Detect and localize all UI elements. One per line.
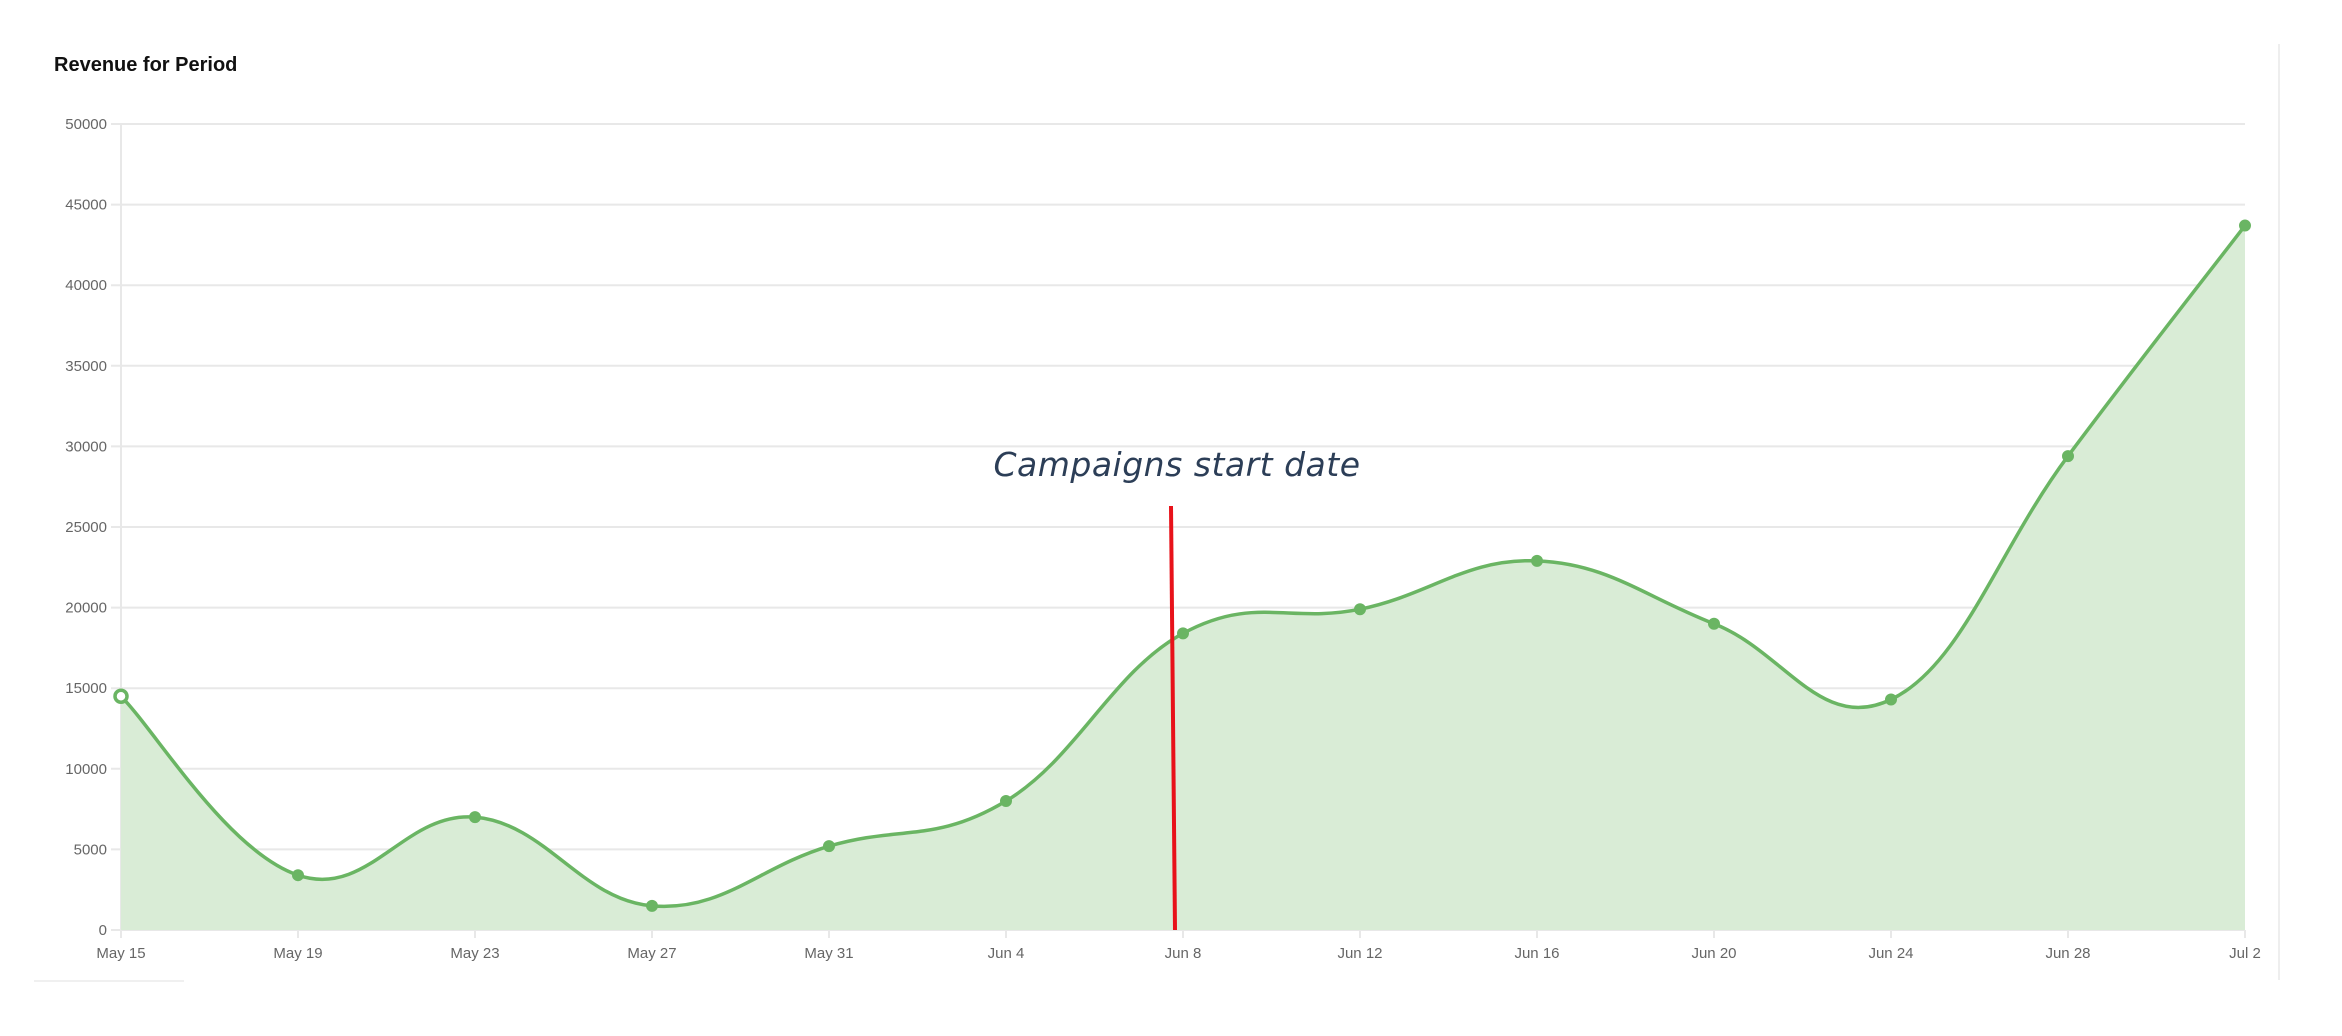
y-tick-label: 15000 [65,680,107,697]
y-axis: 0 5000 10000 15000 20000 25000 30000 35000 40000… [65,116,107,939]
y-tick-label: 35000 [65,358,107,375]
data-point [1000,795,1012,808]
x-tick-label: Jun 24 [1868,945,1913,962]
data-point [2062,450,2074,463]
x-tick-label: Jun 16 [1514,945,1559,962]
data-point [113,688,129,705]
x-tick-label: Jul 2 [2229,945,2261,962]
area-layer [119,224,2247,930]
chart-title: Revenue for Period [54,54,238,76]
x-tick-label: May 23 [450,945,499,962]
y-tick-label: 0 [99,922,107,939]
x-tick-label: May 19 [273,945,322,962]
annotation-layer: Campaigns start date [993,445,1360,931]
point-layer [113,219,2251,912]
data-point [2239,219,2251,232]
x-axis: May 15 May 19 May 23 May 27 May 31 Jun 4 Jun 8… [96,945,2260,962]
x-tick-label: May 27 [627,945,676,962]
x-tick-label: Jun 4 [988,945,1025,962]
panel-bottom-border [34,980,184,982]
y-tick-label: 30000 [65,438,107,455]
data-point [646,899,658,912]
y-tick-label: 20000 [65,600,107,617]
data-point [823,840,835,853]
data-point [469,811,481,824]
y-tick-label: 45000 [65,197,107,214]
panel-right-border [2278,44,2280,980]
series-area-fill [121,225,2245,930]
data-point [1531,554,1543,567]
data-point [1885,693,1897,706]
campaign-start-marker [1169,505,1177,931]
data-point [1177,627,1189,640]
x-tick-label: May 31 [804,945,853,962]
data-point [1354,603,1366,616]
y-tick-label: 50000 [65,116,107,133]
y-tick-label: 25000 [65,519,107,536]
data-point [292,869,304,882]
x-tick-label: Jun 28 [2045,945,2090,962]
data-point [1708,617,1720,630]
x-tick-label: May 15 [96,945,145,962]
campaign-start-label: Campaigns start date [993,445,1360,484]
x-tick-label: Jun 20 [1691,945,1736,962]
x-tick-label: Jun 12 [1337,945,1382,962]
y-tick-label: 5000 [74,841,107,858]
y-tick-label: 10000 [65,761,107,778]
x-tick-label: Jun 8 [1165,945,1202,962]
y-tick-label: 40000 [65,277,107,294]
